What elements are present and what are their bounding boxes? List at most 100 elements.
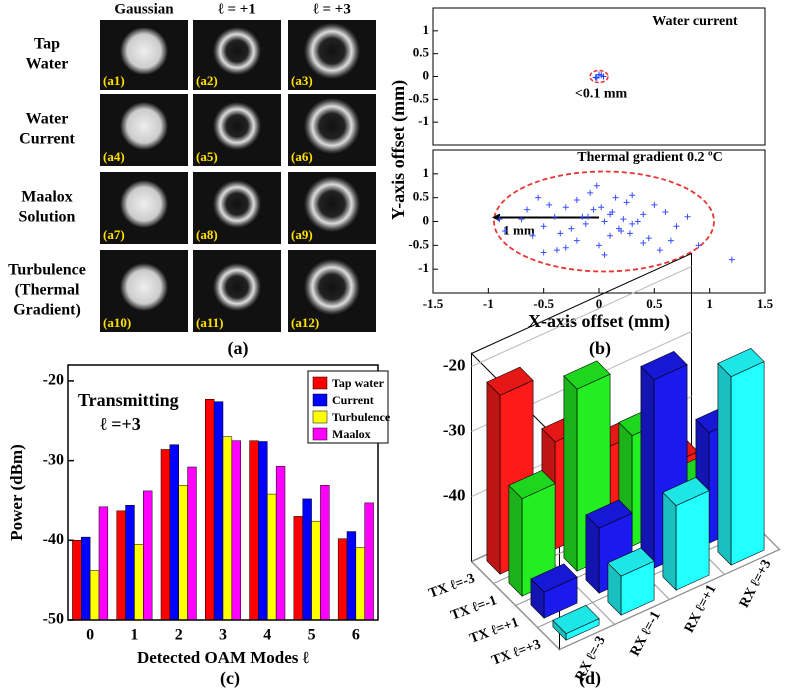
- row-label: TX ℓ=+3: [490, 637, 543, 669]
- column-header: ℓ = +3: [313, 1, 351, 17]
- y-tick-label: 1: [423, 165, 430, 180]
- legend-swatch: [312, 427, 328, 441]
- scatter-point: [695, 242, 702, 249]
- panel-label: (a12): [291, 315, 319, 330]
- bar: [258, 441, 268, 621]
- bar: [267, 493, 277, 621]
- y-tick-label: -30: [43, 451, 64, 468]
- y-axis-label: Y-axis offset (mm): [388, 80, 409, 220]
- scatter-point: [573, 237, 580, 244]
- caption: (c): [220, 668, 240, 689]
- x-tick-label: 0: [86, 627, 94, 644]
- y-tick-label: 1: [423, 22, 430, 37]
- y-tick-label: -20: [43, 372, 64, 389]
- bar-3d: [640, 351, 688, 569]
- x-tick-label: 1: [130, 627, 138, 644]
- bar-face-top: [563, 360, 611, 390]
- x-tick-label: 2: [175, 627, 183, 644]
- panel-label: (a10): [103, 315, 131, 330]
- panel-label: (a2): [196, 73, 218, 88]
- row-label: Turbulence: [8, 262, 86, 279]
- beam-profile: [213, 263, 261, 311]
- bar: [169, 444, 179, 621]
- x-tick-label: 1.5: [757, 296, 774, 311]
- scatter-point: [651, 201, 658, 208]
- scatter-point: [607, 232, 614, 239]
- arrow-head: [492, 213, 500, 222]
- y-tick-label: -1: [418, 113, 429, 128]
- x-tick-label: 3: [219, 627, 227, 644]
- y-tick-label: 0: [423, 212, 430, 227]
- panel-label: (a3): [291, 73, 313, 88]
- boundary: [493, 170, 715, 273]
- bar: [160, 449, 171, 621]
- bar-face-top: [552, 605, 600, 634]
- bar: [249, 440, 259, 621]
- y-tick-label: -50: [43, 611, 64, 628]
- bar: [213, 401, 224, 621]
- scatter-point: [634, 218, 641, 225]
- scatter-point: [640, 239, 647, 246]
- bar: [293, 516, 303, 621]
- annotation: Transmitting: [78, 390, 179, 410]
- bar: [302, 498, 312, 621]
- y-tick-label: 0.5: [413, 189, 430, 204]
- legend-swatch: [312, 393, 328, 407]
- bar: [98, 506, 109, 621]
- beam-profile: [213, 27, 261, 75]
- bar: [89, 570, 100, 621]
- row-label: Gradient): [13, 302, 81, 319]
- beam-profile: [120, 263, 168, 311]
- z-tick-label: -20: [443, 355, 466, 374]
- scatter-point: [684, 213, 691, 220]
- bar: [222, 436, 233, 621]
- y-tick-label: -40: [43, 531, 64, 548]
- bar-face-left: [486, 381, 501, 575]
- bar-face-front: [730, 361, 765, 566]
- bar-face-top: [607, 547, 655, 577]
- scatter-point: [535, 194, 542, 201]
- bar-face-left: [662, 491, 677, 591]
- row-label: Water: [26, 111, 69, 128]
- annotation: Water current: [652, 14, 738, 29]
- caption: (a): [228, 338, 249, 359]
- beam-profile: [304, 98, 360, 154]
- bar-face-left: [508, 484, 523, 597]
- scatter-point: [562, 204, 569, 211]
- scatter-point: [667, 237, 674, 244]
- scatter-point: [501, 228, 508, 235]
- scatter-point: [593, 74, 600, 81]
- bar-3d: [585, 499, 633, 594]
- beam-profile: [120, 27, 168, 75]
- column-header: ℓ = +1: [218, 1, 256, 17]
- beam-profile: [304, 23, 360, 79]
- x-tick-label: -0.5: [533, 296, 554, 311]
- row-label: TX ℓ=-3: [427, 571, 477, 601]
- scatter-point: [562, 244, 569, 251]
- scatter-point: [529, 232, 536, 239]
- scatter-point: [557, 230, 564, 237]
- scatter-point: [596, 242, 602, 249]
- beam-profile: [304, 176, 360, 232]
- legend-label: Tap water: [332, 376, 385, 390]
- x-tick-label: 1: [706, 296, 713, 311]
- scatter-point: [593, 182, 600, 189]
- x-tick-label: 6: [352, 627, 360, 644]
- bar: [125, 505, 135, 621]
- bar: [178, 485, 188, 621]
- legend-label: Turbulence: [332, 410, 391, 424]
- panel-label: (a11): [196, 315, 223, 330]
- bar: [311, 520, 321, 621]
- scatter-point: [656, 247, 663, 254]
- panel-label: (a4): [103, 149, 125, 164]
- bar-face-front: [675, 490, 710, 591]
- row-label: Current: [19, 131, 75, 148]
- scatter-point: [584, 213, 591, 220]
- scatter-point: [623, 199, 630, 206]
- bar: [275, 465, 286, 621]
- bar: [231, 440, 241, 621]
- scatter-point: [540, 249, 547, 256]
- row-label: Water: [26, 56, 69, 73]
- bar-face-top: [640, 351, 688, 380]
